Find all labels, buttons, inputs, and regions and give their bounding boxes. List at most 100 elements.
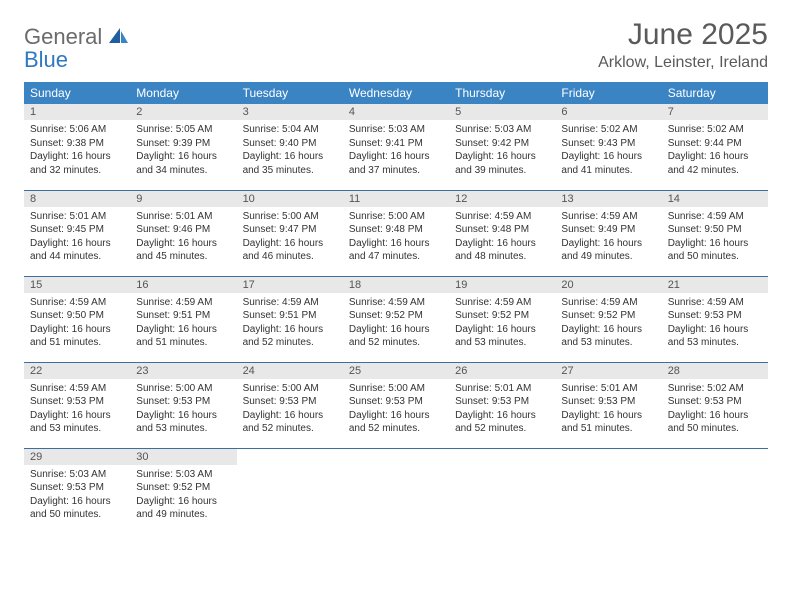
- calendar-day-cell: 29Sunrise: 5:03 AMSunset: 9:53 PMDayligh…: [24, 448, 130, 534]
- sunrise-line: Sunrise: 4:59 AM: [243, 296, 337, 310]
- calendar-day-cell: 22Sunrise: 4:59 AMSunset: 9:53 PMDayligh…: [24, 362, 130, 448]
- header: General Blue June 2025 Arklow, Leinster,…: [24, 18, 768, 72]
- day-number: 1: [24, 104, 130, 120]
- calendar-day-cell: 28Sunrise: 5:02 AMSunset: 9:53 PMDayligh…: [662, 362, 768, 448]
- sunrise-line: Sunrise: 5:00 AM: [243, 210, 337, 224]
- calendar-day-cell: [343, 448, 449, 534]
- logo: General Blue: [24, 18, 129, 72]
- daylight-line: Daylight: 16 hours and 46 minutes.: [243, 237, 337, 264]
- daylight-line: Daylight: 16 hours and 52 minutes.: [455, 409, 549, 436]
- day-body: Sunrise: 4:59 AMSunset: 9:52 PMDaylight:…: [343, 293, 449, 356]
- calendar-week-row: 29Sunrise: 5:03 AMSunset: 9:53 PMDayligh…: [24, 448, 768, 534]
- calendar-day-cell: 24Sunrise: 5:00 AMSunset: 9:53 PMDayligh…: [237, 362, 343, 448]
- day-body: Sunrise: 4:59 AMSunset: 9:50 PMDaylight:…: [24, 293, 130, 356]
- day-body: Sunrise: 5:00 AMSunset: 9:53 PMDaylight:…: [237, 379, 343, 442]
- calendar-day-cell: 3Sunrise: 5:04 AMSunset: 9:40 PMDaylight…: [237, 104, 343, 190]
- sunrise-line: Sunrise: 5:00 AM: [349, 210, 443, 224]
- calendar-week-row: 15Sunrise: 4:59 AMSunset: 9:50 PMDayligh…: [24, 276, 768, 362]
- sunset-line: Sunset: 9:40 PM: [243, 137, 337, 151]
- day-number: 11: [343, 191, 449, 207]
- sunrise-line: Sunrise: 4:59 AM: [668, 210, 762, 224]
- daylight-line: Daylight: 16 hours and 53 minutes.: [455, 323, 549, 350]
- month-title: June 2025: [598, 18, 768, 52]
- day-body: Sunrise: 5:00 AMSunset: 9:53 PMDaylight:…: [130, 379, 236, 442]
- sunset-line: Sunset: 9:49 PM: [561, 223, 655, 237]
- daylight-line: Daylight: 16 hours and 52 minutes.: [243, 409, 337, 436]
- daylight-line: Daylight: 16 hours and 53 minutes.: [561, 323, 655, 350]
- day-number: 29: [24, 449, 130, 465]
- calendar-day-cell: 9Sunrise: 5:01 AMSunset: 9:46 PMDaylight…: [130, 190, 236, 276]
- logo-text-block: General Blue: [24, 26, 129, 72]
- day-number: 18: [343, 277, 449, 293]
- calendar-day-cell: 18Sunrise: 4:59 AMSunset: 9:52 PMDayligh…: [343, 276, 449, 362]
- logo-text-2: Blue: [24, 47, 68, 72]
- day-number: 6: [555, 104, 661, 120]
- daylight-line: Daylight: 16 hours and 51 minutes.: [30, 323, 124, 350]
- day-number: 19: [449, 277, 555, 293]
- sunset-line: Sunset: 9:53 PM: [30, 395, 124, 409]
- calendar-day-cell: 13Sunrise: 4:59 AMSunset: 9:49 PMDayligh…: [555, 190, 661, 276]
- sunset-line: Sunset: 9:38 PM: [30, 137, 124, 151]
- sunset-line: Sunset: 9:50 PM: [30, 309, 124, 323]
- day-number: 4: [343, 104, 449, 120]
- sunrise-line: Sunrise: 4:59 AM: [561, 210, 655, 224]
- day-body: Sunrise: 5:04 AMSunset: 9:40 PMDaylight:…: [237, 120, 343, 183]
- sunrise-line: Sunrise: 5:00 AM: [349, 382, 443, 396]
- daylight-line: Daylight: 16 hours and 48 minutes.: [455, 237, 549, 264]
- daylight-line: Daylight: 16 hours and 53 minutes.: [30, 409, 124, 436]
- sunset-line: Sunset: 9:53 PM: [455, 395, 549, 409]
- day-body: Sunrise: 5:00 AMSunset: 9:47 PMDaylight:…: [237, 207, 343, 270]
- day-number: 27: [555, 363, 661, 379]
- daylight-line: Daylight: 16 hours and 52 minutes.: [349, 409, 443, 436]
- day-number: 15: [24, 277, 130, 293]
- day-number: 30: [130, 449, 236, 465]
- day-body: Sunrise: 4:59 AMSunset: 9:52 PMDaylight:…: [555, 293, 661, 356]
- day-body: Sunrise: 5:01 AMSunset: 9:46 PMDaylight:…: [130, 207, 236, 270]
- calendar-day-cell: 10Sunrise: 5:00 AMSunset: 9:47 PMDayligh…: [237, 190, 343, 276]
- day-body: Sunrise: 5:06 AMSunset: 9:38 PMDaylight:…: [24, 120, 130, 183]
- sunset-line: Sunset: 9:52 PM: [349, 309, 443, 323]
- calendar-day-cell: 6Sunrise: 5:02 AMSunset: 9:43 PMDaylight…: [555, 104, 661, 190]
- sunrise-line: Sunrise: 5:00 AM: [243, 382, 337, 396]
- day-number: 7: [662, 104, 768, 120]
- calendar-day-cell: [555, 448, 661, 534]
- sunset-line: Sunset: 9:47 PM: [243, 223, 337, 237]
- calendar-day-cell: 4Sunrise: 5:03 AMSunset: 9:41 PMDaylight…: [343, 104, 449, 190]
- weekday-header-row: Sunday Monday Tuesday Wednesday Thursday…: [24, 82, 768, 104]
- day-body: Sunrise: 4:59 AMSunset: 9:52 PMDaylight:…: [449, 293, 555, 356]
- day-body: Sunrise: 4:59 AMSunset: 9:53 PMDaylight:…: [662, 293, 768, 356]
- day-number: 23: [130, 363, 236, 379]
- sunset-line: Sunset: 9:45 PM: [30, 223, 124, 237]
- sunrise-line: Sunrise: 4:59 AM: [30, 382, 124, 396]
- daylight-line: Daylight: 16 hours and 42 minutes.: [668, 150, 762, 177]
- calendar-day-cell: 15Sunrise: 4:59 AMSunset: 9:50 PMDayligh…: [24, 276, 130, 362]
- calendar-day-cell: 26Sunrise: 5:01 AMSunset: 9:53 PMDayligh…: [449, 362, 555, 448]
- sunrise-line: Sunrise: 4:59 AM: [668, 296, 762, 310]
- day-body: Sunrise: 4:59 AMSunset: 9:50 PMDaylight:…: [662, 207, 768, 270]
- calendar-day-cell: 2Sunrise: 5:05 AMSunset: 9:39 PMDaylight…: [130, 104, 236, 190]
- weekday-header: Thursday: [449, 82, 555, 104]
- logo-sail-icon: [109, 31, 129, 48]
- calendar-day-cell: 11Sunrise: 5:00 AMSunset: 9:48 PMDayligh…: [343, 190, 449, 276]
- sunset-line: Sunset: 9:53 PM: [561, 395, 655, 409]
- weekday-header: Monday: [130, 82, 236, 104]
- calendar-day-cell: [662, 448, 768, 534]
- weekday-header: Sunday: [24, 82, 130, 104]
- calendar-day-cell: 8Sunrise: 5:01 AMSunset: 9:45 PMDaylight…: [24, 190, 130, 276]
- sunrise-line: Sunrise: 5:02 AM: [668, 123, 762, 137]
- sunrise-line: Sunrise: 5:03 AM: [30, 468, 124, 482]
- sunrise-line: Sunrise: 5:04 AM: [243, 123, 337, 137]
- calendar-day-cell: 30Sunrise: 5:03 AMSunset: 9:52 PMDayligh…: [130, 448, 236, 534]
- day-number: 8: [24, 191, 130, 207]
- sunrise-line: Sunrise: 5:03 AM: [455, 123, 549, 137]
- location-text: Arklow, Leinster, Ireland: [598, 54, 768, 72]
- sunrise-line: Sunrise: 5:03 AM: [136, 468, 230, 482]
- calendar-day-cell: 7Sunrise: 5:02 AMSunset: 9:44 PMDaylight…: [662, 104, 768, 190]
- daylight-line: Daylight: 16 hours and 53 minutes.: [668, 323, 762, 350]
- day-body: Sunrise: 4:59 AMSunset: 9:49 PMDaylight:…: [555, 207, 661, 270]
- daylight-line: Daylight: 16 hours and 39 minutes.: [455, 150, 549, 177]
- day-body: Sunrise: 4:59 AMSunset: 9:51 PMDaylight:…: [130, 293, 236, 356]
- day-body: Sunrise: 5:02 AMSunset: 9:53 PMDaylight:…: [662, 379, 768, 442]
- weekday-header: Friday: [555, 82, 661, 104]
- day-number: 10: [237, 191, 343, 207]
